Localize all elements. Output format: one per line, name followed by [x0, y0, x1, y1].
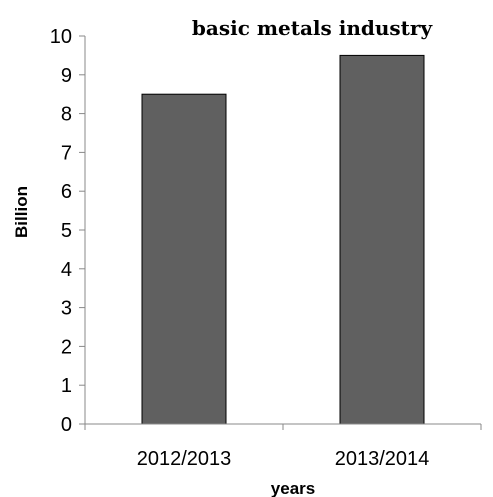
x-tick-label: 2012/2013 [137, 448, 232, 470]
y-tick-label: 4 [61, 259, 72, 281]
y-tick-label: 9 [61, 65, 72, 87]
y-tick-label: 5 [61, 220, 72, 242]
y-tick-label: 0 [61, 414, 72, 436]
bar [339, 54, 425, 425]
x-axis-ticks: 2012/2013 2013/2014 [84, 424, 482, 470]
bar [141, 93, 227, 425]
y-tick-label: 8 [61, 104, 72, 126]
x-axis-label: years [271, 479, 315, 497]
y-tick-label: 3 [61, 298, 72, 320]
y-tick-label: 6 [61, 181, 72, 203]
x-tick-label: 2013/2014 [335, 448, 430, 470]
chart-title: basic metals industry [192, 16, 434, 40]
bar-series [141, 54, 425, 425]
y-axis-ticks: 0 1 2 3 4 5 6 7 8 9 10 [50, 26, 85, 436]
y-axis-label: Billion [12, 186, 31, 238]
y-tick-label: 2 [61, 336, 72, 358]
y-tick-label: 1 [61, 375, 72, 397]
y-tick-label: 7 [61, 142, 72, 164]
y-tick-label: 10 [50, 26, 72, 48]
